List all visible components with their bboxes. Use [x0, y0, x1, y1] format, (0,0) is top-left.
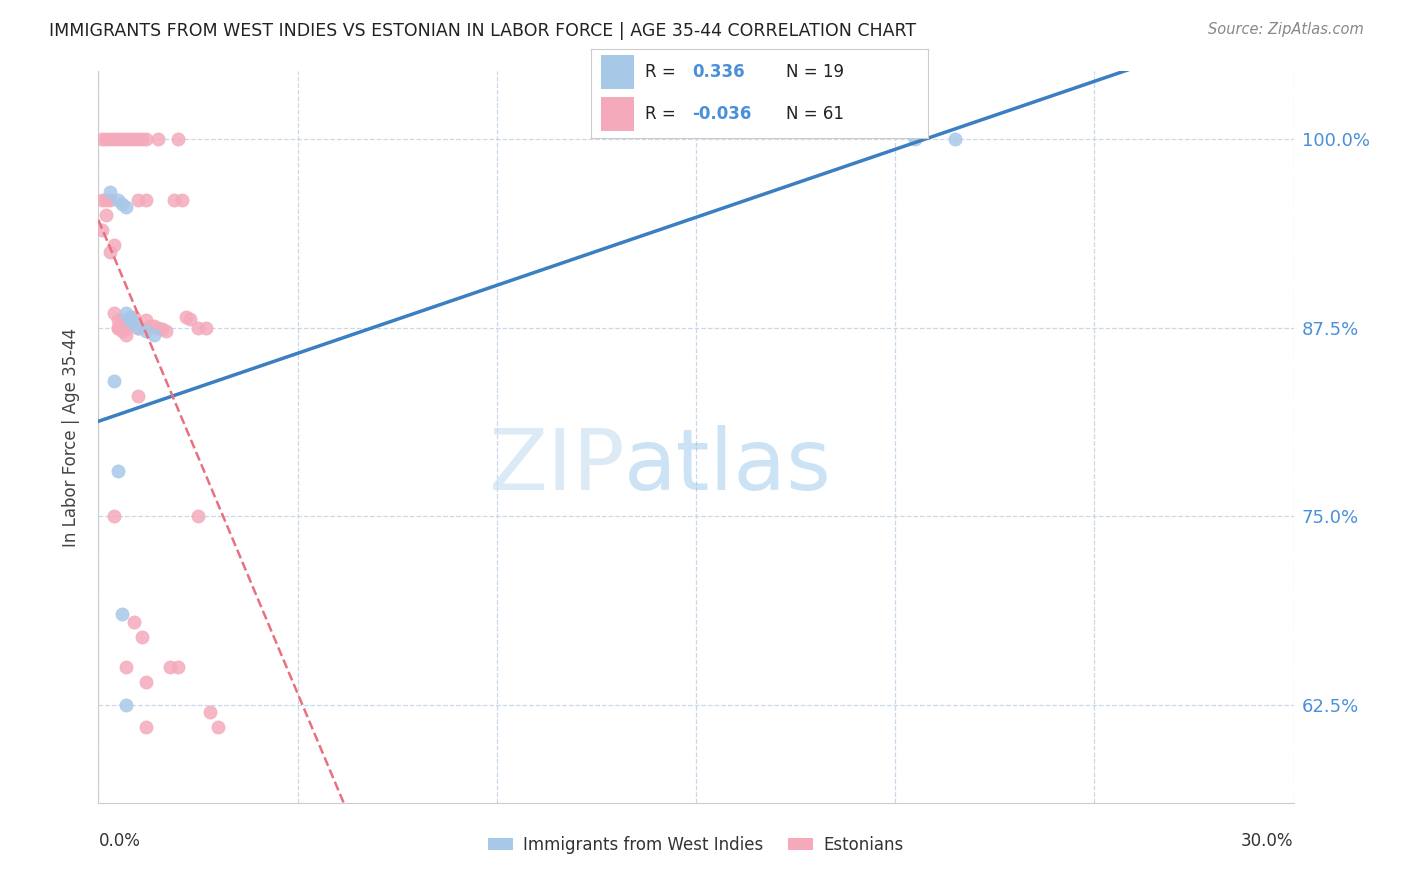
- Point: [127, 320, 149, 334]
- Text: N = 61: N = 61: [786, 105, 844, 123]
- Point: [172, 193, 194, 207]
- Point: [103, 237, 125, 252]
- Point: [174, 310, 197, 325]
- Point: [111, 197, 134, 211]
- Text: R =: R =: [644, 63, 681, 81]
- Point: [131, 132, 153, 146]
- Point: [135, 720, 157, 734]
- Point: [115, 132, 138, 146]
- Point: [115, 200, 138, 214]
- Point: [135, 132, 157, 146]
- Point: [167, 132, 190, 146]
- Point: [120, 863, 142, 878]
- Text: atlas: atlas: [624, 425, 832, 508]
- Point: [120, 313, 142, 327]
- Point: [111, 132, 134, 146]
- Point: [159, 660, 181, 674]
- Text: ZIP: ZIP: [488, 425, 624, 508]
- Point: [98, 185, 122, 199]
- Bar: [600, 97, 634, 131]
- Point: [187, 320, 209, 334]
- Point: [96, 193, 118, 207]
- Point: [103, 509, 125, 524]
- Point: [107, 132, 129, 146]
- Y-axis label: In Labor Force | Age 35-44: In Labor Force | Age 35-44: [62, 327, 80, 547]
- Point: [111, 324, 134, 338]
- Point: [127, 193, 149, 207]
- Point: [150, 322, 173, 336]
- Point: [127, 132, 149, 146]
- Text: 0.336: 0.336: [692, 63, 744, 81]
- Point: [148, 320, 170, 334]
- Point: [115, 320, 138, 334]
- Point: [187, 509, 209, 524]
- Point: [179, 311, 201, 326]
- Point: [103, 306, 125, 320]
- Point: [904, 132, 927, 146]
- Point: [98, 132, 122, 146]
- Point: [124, 310, 146, 325]
- Point: [124, 132, 146, 146]
- Point: [103, 374, 125, 388]
- Point: [107, 193, 129, 207]
- Point: [98, 193, 122, 207]
- Point: [120, 132, 142, 146]
- Point: [115, 306, 138, 320]
- Point: [124, 615, 146, 629]
- Point: [198, 706, 221, 720]
- Point: [127, 320, 149, 334]
- Point: [120, 310, 142, 325]
- Point: [155, 324, 177, 338]
- Point: [167, 660, 190, 674]
- Text: 0.0%: 0.0%: [98, 832, 141, 850]
- Text: R =: R =: [644, 105, 681, 123]
- Point: [135, 324, 157, 338]
- Point: [135, 193, 157, 207]
- Point: [115, 698, 138, 712]
- Point: [103, 132, 125, 146]
- Point: [124, 316, 146, 330]
- Text: N = 19: N = 19: [786, 63, 844, 81]
- Point: [163, 193, 186, 207]
- Point: [107, 320, 129, 334]
- Text: IMMIGRANTS FROM WEST INDIES VS ESTONIAN IN LABOR FORCE | AGE 35-44 CORRELATION C: IMMIGRANTS FROM WEST INDIES VS ESTONIAN …: [49, 22, 917, 40]
- Text: 30.0%: 30.0%: [1241, 832, 1294, 850]
- Point: [143, 319, 166, 334]
- Point: [120, 313, 142, 327]
- Point: [143, 328, 166, 343]
- Point: [91, 132, 114, 146]
- Point: [115, 660, 138, 674]
- Point: [107, 464, 129, 478]
- Point: [127, 389, 149, 403]
- Point: [96, 132, 118, 146]
- Point: [148, 132, 170, 146]
- Point: [96, 208, 118, 222]
- Point: [131, 630, 153, 644]
- Point: [107, 313, 129, 327]
- Text: Source: ZipAtlas.com: Source: ZipAtlas.com: [1208, 22, 1364, 37]
- Point: [135, 675, 157, 690]
- Point: [107, 320, 129, 334]
- Point: [111, 313, 134, 327]
- Point: [207, 720, 229, 734]
- Point: [139, 319, 162, 334]
- Point: [98, 871, 122, 886]
- Point: [111, 320, 134, 334]
- Point: [115, 328, 138, 343]
- Text: -0.036: -0.036: [692, 105, 751, 123]
- Point: [91, 223, 114, 237]
- Point: [195, 320, 218, 334]
- Point: [120, 316, 142, 330]
- Point: [98, 245, 122, 260]
- Bar: [600, 55, 634, 89]
- Point: [111, 607, 134, 622]
- Point: [91, 193, 114, 207]
- Point: [120, 318, 142, 332]
- Point: [943, 132, 966, 146]
- Legend: Immigrants from West Indies, Estonians: Immigrants from West Indies, Estonians: [481, 829, 911, 860]
- Point: [135, 313, 157, 327]
